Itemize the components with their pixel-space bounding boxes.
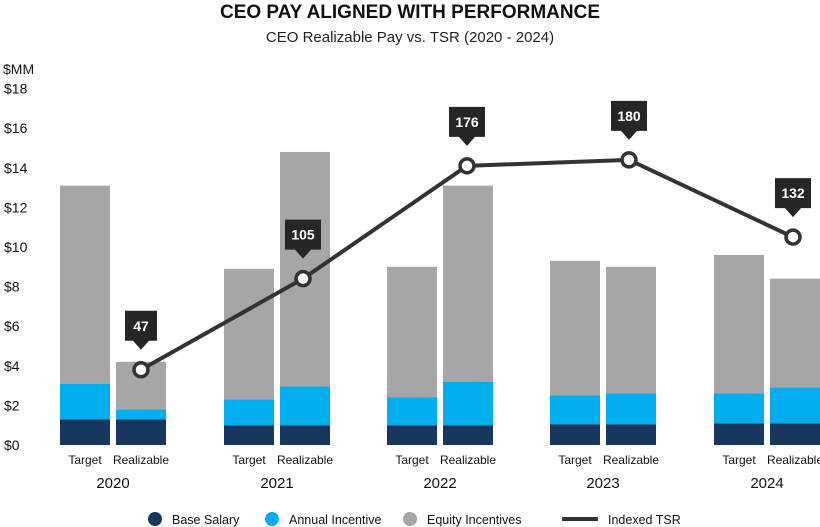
- bar-segment-equity-incentives: [280, 151, 330, 387]
- bar-segment-annual-incentive: [60, 383, 110, 420]
- year-label: 2021: [260, 475, 293, 492]
- legend-label: Base Salary: [172, 513, 240, 527]
- y-tick-label: $8: [4, 279, 20, 295]
- legend-swatch: [265, 512, 279, 526]
- tsr-value-label: 105: [291, 227, 315, 243]
- bar-segment-equity-incentives: [60, 185, 110, 384]
- bar-category-label: Realizable: [113, 453, 169, 467]
- bar-segment-equity-incentives: [550, 260, 600, 396]
- bar-segment-equity-incentives: [443, 185, 493, 382]
- bar-segment-annual-incentive: [224, 399, 274, 426]
- bar-category-label: Target: [68, 453, 102, 467]
- y-tick-label: $0: [4, 437, 20, 453]
- y-tick-label: $12: [4, 199, 28, 215]
- bar-category-label: Realizable: [277, 453, 333, 467]
- tsr-line-group: 47 105 176 180 132: [125, 100, 811, 379]
- tsr-point: [132, 361, 150, 379]
- y-tick-label: $18: [4, 81, 28, 97]
- bar-segment-base-salary: [224, 425, 274, 445]
- chart-subtitle: CEO Realizable Pay vs. TSR (2020 - 2024): [266, 29, 554, 46]
- chart-title: CEO PAY ALIGNED WITH PERFORMANCE: [220, 2, 600, 23]
- tsr-value-label: 132: [781, 185, 805, 201]
- bar-segment-base-salary: [387, 425, 437, 445]
- y-tick-label: $10: [4, 239, 28, 255]
- bar-category-label: Realizable: [767, 453, 820, 467]
- y-tick-label: $6: [4, 318, 20, 334]
- bar-segment-equity-incentives: [387, 266, 437, 398]
- y-tick-label: $16: [4, 120, 28, 136]
- bar-segment-annual-incentive: [606, 393, 656, 425]
- bar-segment-annual-incentive: [550, 395, 600, 425]
- bar-segment-base-salary: [443, 425, 493, 445]
- y-axis-ticks: $0 $2 $4 $6 $8 $10 $12 $14 $16 $18: [4, 81, 28, 453]
- bar-segment-annual-incentive: [770, 387, 820, 424]
- year-label: 2022: [423, 475, 456, 492]
- y-tick-label: $14: [4, 160, 28, 176]
- year-labels: 2020 2021 2022 2023 2024: [96, 475, 783, 492]
- bar-segment-annual-incentive: [280, 386, 330, 426]
- bar-segment-equity-incentives: [714, 254, 764, 394]
- tsr-point: [620, 151, 638, 169]
- legend-swatch: [403, 512, 417, 526]
- tsr-callout: [775, 178, 811, 218]
- tsr-value-label: 47: [133, 318, 149, 334]
- bar-segment-base-salary: [60, 419, 110, 445]
- bar-segment-annual-incentive: [443, 381, 493, 426]
- y-axis-label: $MM: [3, 61, 34, 77]
- y-tick-label: $4: [4, 358, 20, 374]
- bar-segment-base-salary: [770, 423, 820, 445]
- bar-segment-annual-incentive: [387, 397, 437, 426]
- bar-segment-base-salary: [116, 419, 166, 445]
- year-label: 2024: [750, 475, 783, 492]
- bar-segment-equity-incentives: [224, 268, 274, 400]
- bar-category-label: Target: [395, 453, 429, 467]
- tsr-point: [458, 157, 476, 175]
- bar-segment-annual-incentive: [714, 393, 764, 424]
- bar-category-label: Realizable: [440, 453, 496, 467]
- legend-label: Equity Incentives: [427, 513, 522, 527]
- tsr-callout: [125, 310, 157, 350]
- year-label: 2020: [96, 475, 129, 492]
- tsr-callout: [449, 106, 485, 146]
- bar-segment-equity-incentives: [770, 278, 820, 388]
- tsr-callout: [611, 100, 647, 140]
- legend-label: Annual Incentive: [289, 513, 381, 527]
- legend: Base Salary Annual Incentive Equity Incent…: [148, 512, 681, 527]
- year-label: 2023: [586, 475, 619, 492]
- tsr-point: [294, 269, 312, 288]
- bar-segment-base-salary: [550, 424, 600, 445]
- bar-category-label: Target: [232, 453, 266, 467]
- tsr-point: [784, 228, 802, 246]
- tsr-callout: [285, 219, 321, 259]
- y-tick-label: $2: [4, 397, 20, 413]
- bar-category-label: Target: [558, 453, 592, 467]
- bar-segment-annual-incentive: [116, 409, 166, 420]
- legend-swatch: [148, 512, 162, 526]
- category-labels: Target Realizable Target Realizable Target Re…: [68, 453, 820, 467]
- bar-category-label: Target: [722, 453, 756, 467]
- bar-segment-equity-incentives: [606, 266, 656, 394]
- tsr-value-label: 180: [617, 108, 641, 124]
- bar-segment-base-salary: [280, 425, 330, 445]
- legend-label: Indexed TSR: [608, 513, 681, 527]
- bar-segment-base-salary: [606, 424, 656, 445]
- bar-segment-base-salary: [714, 423, 764, 445]
- tsr-value-label: 176: [455, 114, 479, 130]
- bars: [60, 151, 820, 445]
- bar-category-label: Realizable: [603, 453, 659, 467]
